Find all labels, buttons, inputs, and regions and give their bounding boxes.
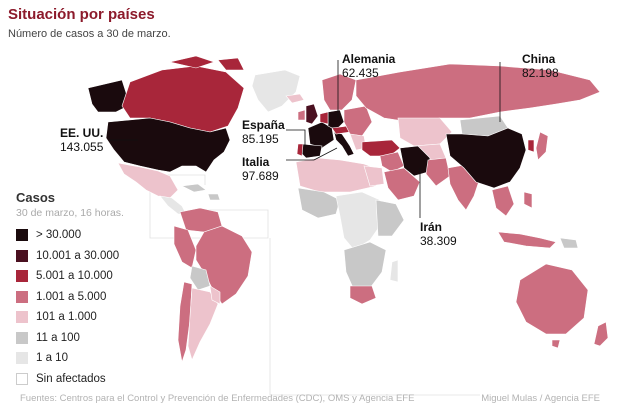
legend-items: > 30.000 10.001 a 30.000 5.001 a 10.000 1.0… bbox=[16, 225, 124, 389]
region-central-africa bbox=[335, 191, 385, 251]
callout-china-value: 82.198 bbox=[522, 66, 559, 80]
legend-item: 101 a 1.000 bbox=[16, 307, 124, 328]
callout-iran-value: 38.309 bbox=[420, 234, 457, 248]
callout-italy: Italia 97.689 bbox=[242, 155, 279, 183]
legend-label: > 30.000 bbox=[36, 229, 82, 242]
callout-usa-name: EE. UU. bbox=[60, 126, 104, 140]
callout-germany-name: Alemania bbox=[342, 52, 396, 66]
legend-item: 5.001 a 10.000 bbox=[16, 266, 124, 287]
country-usa bbox=[105, 117, 231, 173]
legend-swatch bbox=[16, 270, 28, 283]
callout-germany: Alemania 62.435 bbox=[342, 52, 395, 80]
footer-sources: Fuentes: Centros para el Control y Preve… bbox=[20, 393, 415, 404]
country-bolivia bbox=[189, 265, 211, 291]
callout-italy-value: 97.689 bbox=[242, 169, 279, 183]
legend-item: Sin afectados bbox=[16, 369, 124, 390]
country-madagascar bbox=[389, 259, 399, 283]
country-png bbox=[559, 237, 579, 249]
country-greenland bbox=[251, 69, 301, 113]
legend-label: Sin afectados bbox=[36, 372, 106, 385]
callout-lines bbox=[110, 60, 501, 218]
country-new-zealand bbox=[593, 321, 609, 347]
chart-title: Situación por países bbox=[8, 6, 155, 23]
chart-subtitle: Número de casos a 30 de marzo. bbox=[8, 28, 171, 40]
callout-china-name: China bbox=[522, 52, 556, 66]
legend-subtitle: 30 de marzo, 16 horas. bbox=[16, 207, 124, 219]
legend-item: 1 a 10 bbox=[16, 348, 124, 369]
legend-item: 1.001 a 5.000 bbox=[16, 287, 124, 308]
region-southern-africa bbox=[343, 241, 387, 291]
region-southeast-asia bbox=[491, 185, 515, 217]
legend-label: 1 a 10 bbox=[36, 352, 68, 365]
country-spain bbox=[299, 143, 323, 159]
country-philippines bbox=[523, 191, 533, 209]
country-brazil bbox=[195, 225, 253, 305]
legend-item: 11 a 100 bbox=[16, 328, 124, 349]
country-indonesia bbox=[497, 231, 557, 249]
legend: Casos 30 de marzo, 16 horas. > 30.000 10.… bbox=[16, 190, 124, 389]
country-alaska bbox=[87, 79, 131, 113]
callout-iran-name: Irán bbox=[420, 220, 443, 234]
country-scandinavia bbox=[321, 73, 357, 111]
country-canada-islands bbox=[169, 55, 245, 71]
country-canada bbox=[121, 65, 245, 133]
legend-label: 1.001 a 5.000 bbox=[36, 290, 107, 303]
legend-swatch bbox=[16, 229, 28, 242]
legend-label: 11 a 100 bbox=[36, 331, 80, 344]
callout-italy-name: Italia bbox=[242, 155, 270, 169]
footer-credit: Miguel Mulas / Agencia EFE bbox=[481, 393, 600, 404]
country-peru-ecuador bbox=[173, 225, 197, 269]
callout-spain: España 85.195 bbox=[242, 118, 285, 146]
legend-item: 10.001 a 30.000 bbox=[16, 246, 124, 267]
legend-label: 5.001 a 10.000 bbox=[36, 270, 113, 283]
region-caribbean bbox=[180, 183, 221, 201]
country-russia bbox=[355, 63, 601, 123]
callout-spain-value: 85.195 bbox=[242, 132, 279, 146]
legend-swatch bbox=[16, 290, 28, 303]
country-uruguay-paraguay bbox=[209, 285, 221, 305]
country-egypt bbox=[363, 165, 385, 187]
region-west-africa bbox=[297, 187, 341, 219]
country-tasmania bbox=[551, 339, 561, 349]
country-australia bbox=[515, 263, 589, 335]
callout-iran: Irán 38.309 bbox=[420, 220, 457, 248]
country-afghanistan-pakistan bbox=[425, 157, 451, 187]
country-uk bbox=[305, 103, 319, 125]
legend-title: Casos bbox=[16, 190, 56, 205]
country-benelux bbox=[319, 111, 329, 125]
region-east-africa bbox=[375, 199, 405, 237]
legend-label: 101 a 1.000 bbox=[36, 311, 97, 324]
country-south-africa bbox=[349, 285, 377, 305]
callout-china: China 82.198 bbox=[522, 52, 559, 80]
country-ireland bbox=[297, 109, 306, 121]
legend-label: 10.001 a 30.000 bbox=[36, 249, 120, 262]
country-italy bbox=[333, 131, 355, 157]
callout-spain-name: España bbox=[242, 118, 285, 132]
callout-germany-value: 62.435 bbox=[342, 66, 379, 80]
legend-swatch bbox=[16, 249, 28, 262]
country-china bbox=[445, 127, 527, 189]
callout-usa: EE. UU. 143.055 bbox=[60, 126, 103, 154]
country-iceland bbox=[285, 93, 305, 104]
legend-swatch bbox=[16, 331, 28, 344]
country-kazakhstan bbox=[397, 117, 453, 147]
country-korea bbox=[527, 139, 535, 153]
legend-item: > 30.000 bbox=[16, 225, 124, 246]
legend-swatch bbox=[16, 372, 28, 385]
legend-swatch bbox=[16, 352, 28, 365]
legend-swatch bbox=[16, 311, 28, 324]
country-portugal bbox=[296, 143, 304, 157]
callout-usa-value: 143.055 bbox=[60, 140, 104, 154]
country-japan bbox=[535, 131, 549, 161]
